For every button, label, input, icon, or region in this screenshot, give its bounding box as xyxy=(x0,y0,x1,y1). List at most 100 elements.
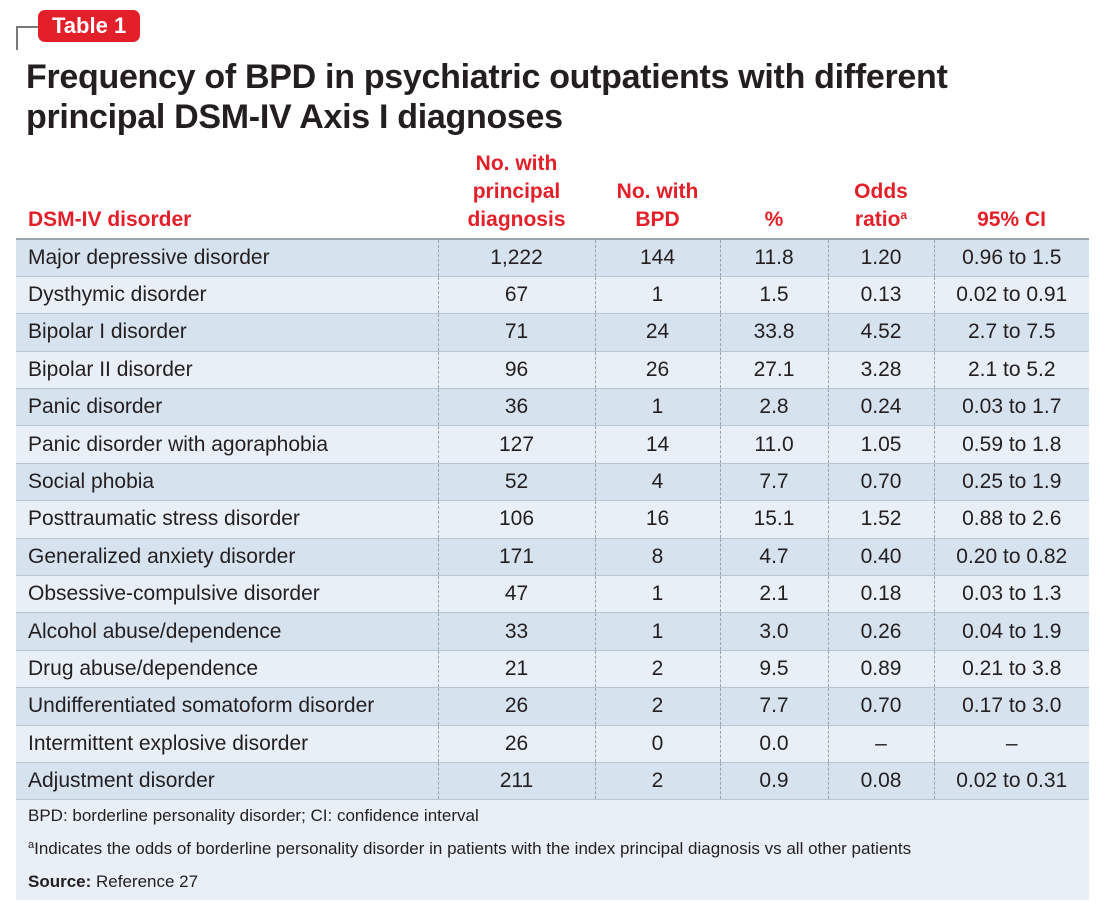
cell-n-principal: 33 xyxy=(437,612,595,651)
cell-ci: 0.03 to 1.3 xyxy=(933,575,1089,613)
table-footer: BPD: borderline personality disorder; CI… xyxy=(16,800,1089,901)
header-odds-line1: Odds xyxy=(854,180,908,203)
header-bpd-line2: BPD xyxy=(635,208,680,231)
cell-ci: 0.25 to 1.9 xyxy=(933,463,1089,501)
cell-percent: 33.8 xyxy=(719,313,828,352)
cell-n-principal: 1,222 xyxy=(437,239,595,277)
cell-disorder: Intermittent explosive disorder xyxy=(16,725,438,763)
cell-n-bpd: 14 xyxy=(594,425,720,464)
cell-odds-ratio: 0.70 xyxy=(827,687,934,726)
footer-note-marker: a xyxy=(28,839,35,852)
cell-n-bpd: 24 xyxy=(594,313,720,352)
table-row: Panic disorder 36 1 2.8 0.24 0.03 to 1.7 xyxy=(16,388,1089,426)
cell-n-principal: 127 xyxy=(437,425,595,464)
cell-n-principal: 67 xyxy=(437,276,595,314)
header-row: DSM-IV disorder No. with principal diagn… xyxy=(16,148,1089,240)
table-tag: Table 1 xyxy=(38,10,141,42)
cell-percent: 2.8 xyxy=(719,388,828,426)
table-row: Major depressive disorder 1,222 144 11.8 1.2… xyxy=(16,239,1089,277)
cell-odds-ratio: 0.26 xyxy=(827,612,934,651)
cell-odds-ratio: 0.08 xyxy=(827,762,934,800)
cell-n-bpd: 0 xyxy=(594,725,720,763)
data-table: DSM-IV disorder No. with principal diagn… xyxy=(16,148,1089,800)
table-row: Drug abuse/dependence 21 2 9.5 0.89 0.21 to 3… xyxy=(16,650,1089,688)
cell-n-bpd: 2 xyxy=(594,687,720,726)
cell-percent: 11.8 xyxy=(719,239,828,277)
header-disorder: DSM-IV disorder xyxy=(16,148,438,240)
cell-n-bpd: 2 xyxy=(594,650,720,688)
header-odds: Odds ratioa xyxy=(828,148,934,240)
table-row: Undifferentiated somatoform disorder 26 2 7… xyxy=(16,687,1089,726)
cell-n-bpd: 1 xyxy=(594,575,720,613)
table-row: Bipolar I disorder 71 24 33.8 4.52 2.7 to 7.5 xyxy=(16,313,1089,352)
cell-n-bpd: 4 xyxy=(594,463,720,501)
cell-disorder: Undifferentiated somatoform disorder xyxy=(16,687,438,726)
cell-odds-ratio: 0.89 xyxy=(827,650,934,688)
header-odds-footnote-marker: a xyxy=(900,208,908,222)
table-row: Social phobia 52 4 7.7 0.70 0.25 to 1.9 xyxy=(16,463,1089,501)
cell-odds-ratio: – xyxy=(827,725,934,763)
cell-ci: 0.21 to 3.8 xyxy=(933,650,1089,688)
cell-n-principal: 52 xyxy=(437,463,595,501)
cell-ci: – xyxy=(933,725,1089,763)
cell-n-bpd: 2 xyxy=(594,762,720,800)
cell-n-bpd: 1 xyxy=(594,276,720,314)
table-row: Obsessive-compulsive disorder 47 1 2.1 0.18 0… xyxy=(16,575,1089,613)
cell-ci: 0.02 to 0.91 xyxy=(933,276,1089,314)
header-odds-line2: ratio xyxy=(854,208,901,231)
cell-disorder: Social phobia xyxy=(16,463,438,501)
cell-disorder: Panic disorder xyxy=(16,388,438,426)
cell-percent: 11.0 xyxy=(719,425,828,464)
cell-percent: 15.1 xyxy=(719,500,828,539)
table-row: Bipolar II disorder 96 26 27.1 3.28 2.1 to 5.… xyxy=(16,351,1089,389)
cell-n-principal: 71 xyxy=(437,313,595,352)
cell-percent: 1.5 xyxy=(719,276,828,314)
cell-ci: 2.7 to 7.5 xyxy=(933,313,1089,352)
table-row: Panic disorder with agoraphobia 127 14 11.0… xyxy=(16,425,1089,464)
cell-odds-ratio: 0.70 xyxy=(827,463,934,501)
cell-n-principal: 21 xyxy=(437,650,595,688)
cell-disorder: Adjustment disorder xyxy=(16,762,438,800)
cell-odds-ratio: 1.05 xyxy=(827,425,934,464)
table-row: Intermittent explosive disorder 26 0 0.0– – xyxy=(16,725,1089,763)
header-principal: No. with principal diagnosis xyxy=(438,148,595,240)
cell-n-bpd: 8 xyxy=(594,538,720,576)
header-percent: % xyxy=(720,148,828,240)
cell-disorder: Bipolar I disorder xyxy=(16,313,438,352)
cell-disorder: Generalized anxiety disorder xyxy=(16,538,438,576)
corner-bracket xyxy=(16,26,40,50)
footer-source: Source: Reference 27 xyxy=(28,872,1077,892)
cell-ci: 0.96 to 1.5 xyxy=(933,239,1089,277)
cell-n-bpd: 16 xyxy=(594,500,720,539)
table-row: Alcohol abuse/dependence 33 1 3.0 0.26 0.04 t… xyxy=(16,612,1089,651)
cell-odds-ratio: 1.20 xyxy=(827,239,934,277)
cell-disorder: Panic disorder with agoraphobia xyxy=(16,425,438,464)
cell-odds-ratio: 3.28 xyxy=(827,351,934,389)
cell-disorder: Drug abuse/dependence xyxy=(16,650,438,688)
cell-percent: 2.1 xyxy=(719,575,828,613)
table-row: Posttraumatic stress disorder 106 16 15.1 1.… xyxy=(16,500,1089,539)
header-bpd: No. with BPD xyxy=(595,148,720,240)
cell-ci: 0.20 to 0.82 xyxy=(933,538,1089,576)
cell-ci: 0.17 to 3.0 xyxy=(933,687,1089,726)
cell-ci: 0.02 to 0.31 xyxy=(933,762,1089,800)
footer-source-text: Reference 27 xyxy=(91,872,199,892)
cell-percent: 7.7 xyxy=(719,687,828,726)
cell-n-principal: 211 xyxy=(437,762,595,800)
cell-odds-ratio: 0.24 xyxy=(827,388,934,426)
cell-n-principal: 106 xyxy=(437,500,595,539)
cell-n-principal: 47 xyxy=(437,575,595,613)
cell-odds-ratio: 0.13 xyxy=(827,276,934,314)
table-row: Dysthymic disorder 67 1 1.5 0.13 0.02 to 0.91 xyxy=(16,276,1089,314)
table-row: Adjustment disorder 211 2 0.9 0.08 0.02 to 0.… xyxy=(16,762,1089,800)
cell-odds-ratio: 0.40 xyxy=(827,538,934,576)
header-principal-line1: No. with xyxy=(475,152,558,175)
cell-n-bpd: 144 xyxy=(594,239,720,277)
cell-percent: 0.9 xyxy=(719,762,828,800)
footer-note: aIndicates the odds of borderline person… xyxy=(28,839,1077,859)
table-body: Major depressive disorder 1,222 144 11.8 1.2… xyxy=(16,239,1089,800)
cell-n-bpd: 26 xyxy=(594,351,720,389)
cell-ci: 0.04 to 1.9 xyxy=(933,612,1089,651)
cell-ci: 0.88 to 2.6 xyxy=(933,500,1089,539)
cell-ci: 2.1 to 5.2 xyxy=(933,351,1089,389)
